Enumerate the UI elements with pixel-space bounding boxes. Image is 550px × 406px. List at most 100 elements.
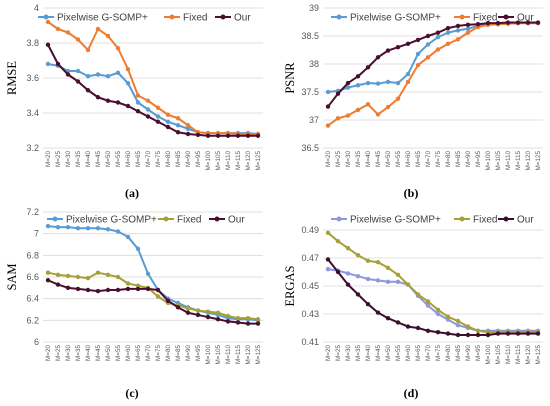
data-point <box>115 274 121 280</box>
data-point <box>185 123 191 128</box>
data-point <box>205 314 211 320</box>
series-line <box>47 279 258 325</box>
data-point <box>465 30 471 35</box>
data-point <box>375 310 381 315</box>
data-point <box>145 114 151 119</box>
legend-marker <box>336 14 342 20</box>
x-tick-label: M=30 <box>65 151 72 167</box>
data-point <box>365 102 371 107</box>
legend-marker <box>163 216 169 222</box>
y-axis-label: ERGAS <box>283 265 297 306</box>
data-point <box>415 51 421 57</box>
y-tick-label: 38.5 <box>301 31 319 41</box>
data-point <box>345 271 351 276</box>
x-tick-label: M=95 <box>475 345 482 361</box>
series-line <box>327 258 538 336</box>
x-tick-label: M=45 <box>375 151 382 167</box>
data-point <box>125 234 131 240</box>
x-tick-label: M=90 <box>465 345 472 361</box>
x-tick-label: M=60 <box>405 151 412 167</box>
data-point <box>525 20 531 25</box>
x-tick-label: M=90 <box>185 345 192 361</box>
x-tick-label: M=35 <box>75 345 82 361</box>
data-point <box>475 22 481 27</box>
y-tick-label: 36.5 <box>301 143 319 153</box>
x-tick-label: M=70 <box>425 345 432 361</box>
legend-label: Fixed <box>183 13 207 24</box>
data-point <box>325 123 331 128</box>
data-point <box>515 331 521 336</box>
x-tick-label: M=75 <box>435 151 442 167</box>
data-point <box>465 332 471 338</box>
y-tick-label: 0.45 <box>301 281 319 291</box>
data-point <box>75 226 81 231</box>
x-tick-label: M=20 <box>45 345 52 361</box>
y-tick-label: 6.2 <box>26 315 39 325</box>
data-point <box>495 331 501 336</box>
data-point <box>145 286 151 292</box>
data-point <box>75 274 81 280</box>
data-point <box>175 305 181 310</box>
x-tick-label: M=35 <box>75 151 82 167</box>
y-tick-label: 39 <box>309 3 319 13</box>
legend-label: Fixed <box>473 13 497 24</box>
x-tick-label: M=115 <box>235 345 242 364</box>
x-tick-label: M=60 <box>405 345 412 361</box>
data-point <box>395 320 401 325</box>
series-line <box>327 21 538 108</box>
data-point <box>425 55 431 60</box>
data-point <box>95 226 101 231</box>
data-point <box>355 107 361 113</box>
data-point <box>85 275 91 281</box>
data-point <box>355 292 361 297</box>
data-point <box>45 278 51 283</box>
series-line <box>47 44 258 137</box>
data-point <box>105 287 111 293</box>
x-tick-label: M=75 <box>155 345 162 361</box>
x-tick-label: M=80 <box>445 345 452 361</box>
data-point <box>375 112 381 117</box>
series-line <box>47 225 259 322</box>
data-point <box>355 83 361 88</box>
x-tick-label: M=60 <box>125 345 132 361</box>
data-point <box>505 20 511 25</box>
data-point <box>385 316 391 321</box>
data-point <box>455 332 461 338</box>
caption-c: (c) <box>125 386 139 400</box>
data-point <box>95 26 101 32</box>
data-point <box>535 331 541 336</box>
x-tick-label: M=20 <box>325 345 332 361</box>
data-point <box>365 65 371 70</box>
x-tick-label: M=80 <box>445 151 452 167</box>
data-point <box>415 325 421 331</box>
x-tick-label: M=25 <box>55 151 62 167</box>
data-point <box>445 30 451 35</box>
data-point <box>485 332 491 338</box>
x-tick-label: M=55 <box>115 151 122 167</box>
data-point <box>395 279 401 284</box>
data-point <box>455 318 461 324</box>
legend-marker <box>459 216 465 222</box>
data-point <box>115 229 121 234</box>
x-tick-label: M=45 <box>95 345 102 361</box>
data-point <box>235 315 241 321</box>
data-point <box>115 70 121 75</box>
data-point <box>95 288 101 294</box>
y-tick-label: 3.8 <box>26 38 39 48</box>
data-point <box>85 287 91 293</box>
data-point <box>445 41 451 47</box>
x-tick-label: M=80 <box>165 345 172 361</box>
data-point <box>455 37 461 42</box>
legend-label: Fixed <box>177 215 201 226</box>
data-point <box>105 74 111 79</box>
data-point <box>345 113 351 118</box>
data-point <box>435 307 441 312</box>
data-point <box>165 124 171 130</box>
data-point <box>345 246 351 251</box>
y-tick-label: 6.8 <box>26 250 39 260</box>
